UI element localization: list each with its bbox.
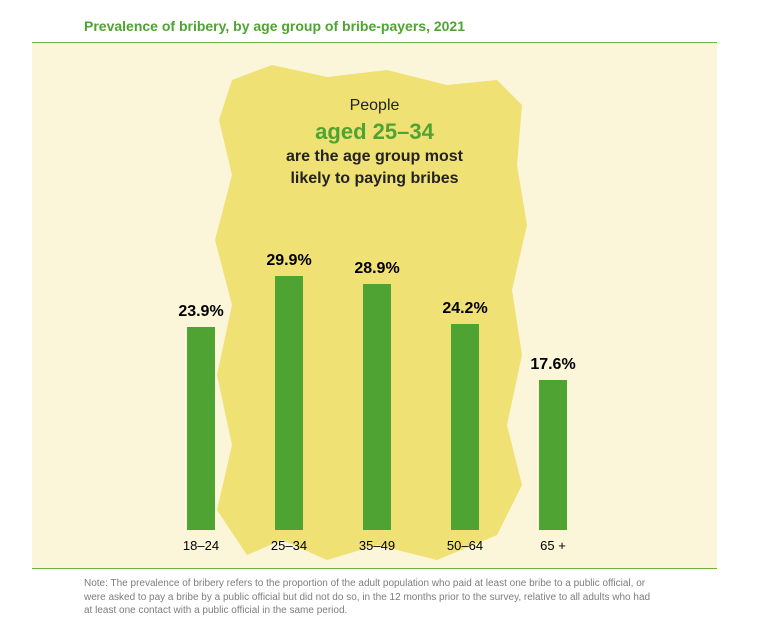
- bar-column: 29.9% 25–34: [255, 252, 323, 553]
- bar-value-label: 29.9%: [266, 252, 311, 270]
- bar-value-label: 17.6%: [530, 356, 575, 374]
- headline-line2: aged 25–34: [32, 117, 717, 147]
- headline-line3b: likely to paying bribes: [32, 168, 717, 190]
- bar: [363, 284, 391, 530]
- bar-category-label: 18–24: [183, 538, 219, 553]
- footnote: Note: The prevalence of bribery refers t…: [32, 569, 652, 618]
- bar-column: 24.2% 50–64: [431, 300, 499, 553]
- bar-column: 23.9% 18–24: [167, 303, 235, 553]
- chart-panel: People aged 25–34 are the age group most…: [32, 43, 717, 568]
- bar-category-label: 25–34: [271, 538, 307, 553]
- bar-value-label: 23.9%: [178, 303, 223, 321]
- headline-text: People aged 25–34 are the age group most…: [32, 95, 717, 189]
- bar-column: 17.6% 65 +: [519, 356, 587, 553]
- bar-value-label: 28.9%: [354, 260, 399, 278]
- bar: [451, 324, 479, 530]
- bar: [187, 327, 215, 530]
- bar-value-label: 24.2%: [442, 300, 487, 318]
- bar-category-label: 50–64: [447, 538, 483, 553]
- headline-line1: People: [32, 95, 717, 117]
- chart-title: Prevalence of bribery, by age group of b…: [32, 18, 717, 42]
- bar-column: 28.9% 35–49: [343, 260, 411, 553]
- bar: [539, 380, 567, 530]
- headline-line3a: are the age group most: [32, 146, 717, 168]
- bar-category-label: 35–49: [359, 538, 395, 553]
- bar-category-label: 65 +: [540, 538, 566, 553]
- figure-container: Prevalence of bribery, by age group of b…: [0, 0, 777, 633]
- bar-chart: 23.9% 18–24 29.9% 25–34 28.9% 35–49 24.2% 50–64…: [167, 243, 587, 553]
- bar: [275, 276, 303, 530]
